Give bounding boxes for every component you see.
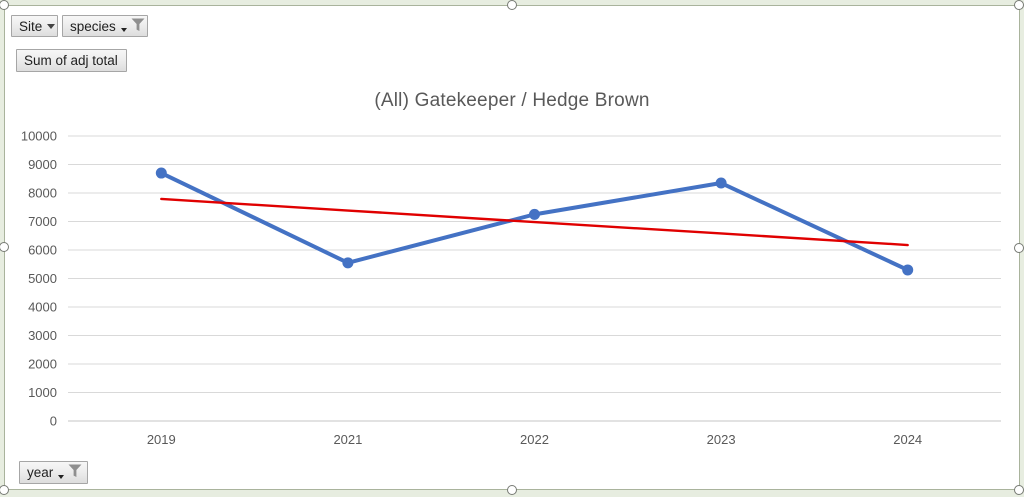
- data-point-marker[interactable]: [715, 177, 727, 189]
- x-axis-tick-label: 2021: [333, 432, 362, 447]
- x-axis-tick-label: 2022: [520, 432, 549, 447]
- y-axis-tick-label: 3000: [28, 328, 57, 343]
- species-field-button[interactable]: species: [62, 15, 148, 37]
- y-axis-tick-label: 6000: [28, 243, 57, 258]
- site-field-label: Site: [19, 18, 43, 34]
- selection-handle-bottom-center[interactable]: [507, 485, 517, 495]
- trendline[interactable]: [160, 197, 909, 247]
- data-point-marker[interactable]: [342, 257, 354, 269]
- filter-funnel-icon: [131, 18, 145, 35]
- chevron-down-icon: [47, 23, 56, 29]
- y-axis-tick-label: 0: [50, 414, 57, 429]
- y-axis-tick-label: 7000: [28, 214, 57, 229]
- selection-handle-middle-right[interactable]: [1014, 243, 1024, 253]
- y-axis-tick-label: 5000: [28, 271, 57, 286]
- y-axis-tick-label: 10000: [21, 129, 57, 144]
- year-field-button[interactable]: year: [19, 461, 88, 484]
- selection-handle-top-center[interactable]: [507, 0, 517, 10]
- y-axis-tick-label: 4000: [28, 300, 57, 315]
- x-axis-tick-label: 2023: [707, 432, 736, 447]
- data-point-marker[interactable]: [529, 208, 540, 220]
- selection-handle-bottom-left[interactable]: [0, 485, 9, 495]
- site-field-button[interactable]: Site: [11, 15, 58, 37]
- selection-handle-middle-left[interactable]: [0, 242, 9, 252]
- year-field-label: year: [27, 465, 54, 480]
- chart-title[interactable]: (All) Gatekeeper / Hedge Brown: [374, 90, 650, 111]
- y-axis-tick-label: 8000: [28, 186, 57, 201]
- x-axis-tick-label: 2019: [147, 432, 176, 447]
- values-field-button[interactable]: Sum of adj total: [16, 49, 127, 72]
- data-point-marker[interactable]: [155, 167, 167, 179]
- selection-handle-bottom-right[interactable]: [1014, 485, 1024, 495]
- data-point-marker[interactable]: [902, 264, 914, 276]
- filter-funnel-icon: [68, 464, 82, 481]
- selection-handle-top-left[interactable]: [0, 0, 9, 10]
- pivot-chart[interactable]: Site species Sum of adj total year (All)…: [4, 5, 1020, 490]
- values-field-label: Sum of adj total: [24, 53, 118, 68]
- chevron-down-icon: [58, 474, 65, 479]
- x-axis-tick-label: 2024: [893, 432, 922, 447]
- selection-handle-top-right[interactable]: [1014, 0, 1024, 10]
- chevron-down-icon: [120, 28, 127, 32]
- plot-area[interactable]: 0 1000 2000 3000 4000 5000 6000 7000 8000 9000 100…: [5, 6, 1020, 490]
- species-field-label: species: [70, 18, 116, 34]
- y-axis-tick-label: 1000: [28, 385, 57, 400]
- y-axis-tick-label: 9000: [28, 157, 57, 172]
- y-axis-tick-label: 2000: [28, 357, 57, 372]
